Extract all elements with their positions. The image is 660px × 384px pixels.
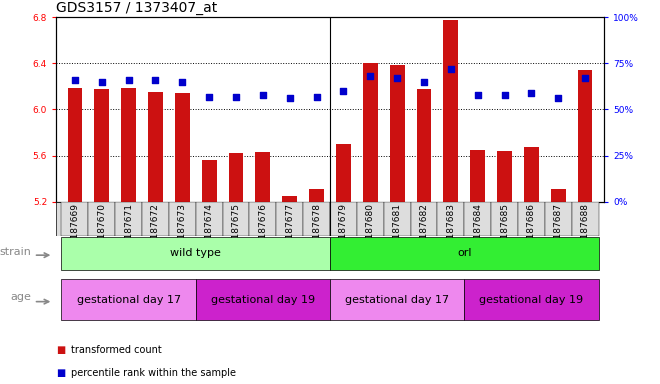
- Text: gestational day 19: gestational day 19: [479, 295, 583, 305]
- Point: [123, 77, 134, 83]
- Bar: [464, 202, 491, 236]
- Bar: [88, 202, 116, 236]
- Bar: [115, 202, 142, 236]
- Bar: [196, 279, 330, 320]
- Bar: [196, 202, 222, 236]
- Point: [499, 92, 510, 98]
- Point: [365, 73, 376, 79]
- Text: percentile rank within the sample: percentile rank within the sample: [71, 368, 236, 378]
- Text: GSM187680: GSM187680: [366, 204, 375, 258]
- Text: GSM187674: GSM187674: [205, 204, 214, 258]
- Text: GSM187682: GSM187682: [420, 204, 428, 258]
- Text: wild type: wild type: [170, 248, 221, 258]
- Bar: [61, 237, 330, 270]
- Text: GSM187671: GSM187671: [124, 204, 133, 258]
- Text: gestational day 19: gestational day 19: [211, 295, 315, 305]
- Bar: [336, 144, 351, 202]
- Bar: [148, 92, 163, 202]
- Text: GSM187684: GSM187684: [473, 204, 482, 258]
- Text: GSM187683: GSM187683: [446, 204, 455, 258]
- Bar: [411, 202, 438, 236]
- Point: [473, 92, 483, 98]
- Text: GSM187677: GSM187677: [285, 204, 294, 258]
- Bar: [202, 160, 216, 202]
- Bar: [438, 202, 464, 236]
- Bar: [142, 202, 169, 236]
- Bar: [572, 202, 599, 236]
- Bar: [416, 89, 432, 202]
- Point: [257, 92, 268, 98]
- Bar: [330, 279, 464, 320]
- Point: [553, 95, 564, 101]
- Bar: [282, 196, 297, 202]
- Text: GSM187676: GSM187676: [258, 204, 267, 258]
- Point: [338, 88, 348, 94]
- Bar: [277, 202, 303, 236]
- Bar: [464, 279, 599, 320]
- Text: gestational day 17: gestational day 17: [345, 295, 449, 305]
- Bar: [249, 202, 277, 236]
- Bar: [578, 70, 593, 202]
- Bar: [175, 93, 189, 202]
- Bar: [330, 237, 599, 270]
- Bar: [383, 202, 411, 236]
- Point: [446, 66, 456, 72]
- Text: GSM187679: GSM187679: [339, 204, 348, 258]
- Bar: [551, 189, 566, 202]
- Bar: [518, 202, 544, 236]
- Text: GSM187686: GSM187686: [527, 204, 536, 258]
- Bar: [222, 202, 249, 236]
- Bar: [121, 88, 136, 202]
- Point: [526, 90, 537, 96]
- Bar: [94, 89, 109, 202]
- Point: [392, 75, 403, 81]
- Bar: [491, 202, 518, 236]
- Bar: [544, 202, 572, 236]
- Point: [204, 93, 214, 99]
- Text: strain: strain: [0, 247, 31, 257]
- Bar: [524, 147, 539, 202]
- Text: gestational day 17: gestational day 17: [77, 295, 181, 305]
- Text: GSM187670: GSM187670: [97, 204, 106, 258]
- Bar: [67, 88, 82, 202]
- Bar: [255, 152, 270, 202]
- Text: GSM187685: GSM187685: [500, 204, 509, 258]
- Text: ■: ■: [56, 345, 65, 355]
- Point: [150, 77, 161, 83]
- Bar: [228, 153, 244, 202]
- Text: ■: ■: [56, 368, 65, 378]
- Bar: [497, 151, 512, 202]
- Bar: [61, 279, 196, 320]
- Bar: [444, 20, 458, 202]
- Point: [96, 79, 107, 85]
- Point: [418, 79, 429, 85]
- Bar: [330, 202, 357, 236]
- Text: GSM187687: GSM187687: [554, 204, 563, 258]
- Text: GSM187673: GSM187673: [178, 204, 187, 258]
- Text: GSM187672: GSM187672: [151, 204, 160, 258]
- Bar: [390, 65, 405, 202]
- Point: [231, 93, 242, 99]
- Text: GSM187675: GSM187675: [232, 204, 240, 258]
- Text: GSM187669: GSM187669: [71, 204, 79, 258]
- Bar: [471, 150, 485, 202]
- Bar: [169, 202, 196, 236]
- Text: GDS3157 / 1373407_at: GDS3157 / 1373407_at: [56, 2, 217, 15]
- Bar: [303, 202, 330, 236]
- Point: [312, 93, 322, 99]
- Text: GSM187678: GSM187678: [312, 204, 321, 258]
- Text: orl: orl: [457, 248, 471, 258]
- Bar: [61, 202, 88, 236]
- Bar: [309, 189, 324, 202]
- Text: transformed count: transformed count: [71, 345, 161, 355]
- Text: age: age: [10, 292, 31, 303]
- Bar: [357, 202, 383, 236]
- Text: GSM187688: GSM187688: [581, 204, 589, 258]
- Bar: [363, 63, 378, 202]
- Point: [69, 77, 80, 83]
- Point: [284, 95, 295, 101]
- Point: [580, 75, 591, 81]
- Point: [177, 79, 187, 85]
- Text: GSM187681: GSM187681: [393, 204, 402, 258]
